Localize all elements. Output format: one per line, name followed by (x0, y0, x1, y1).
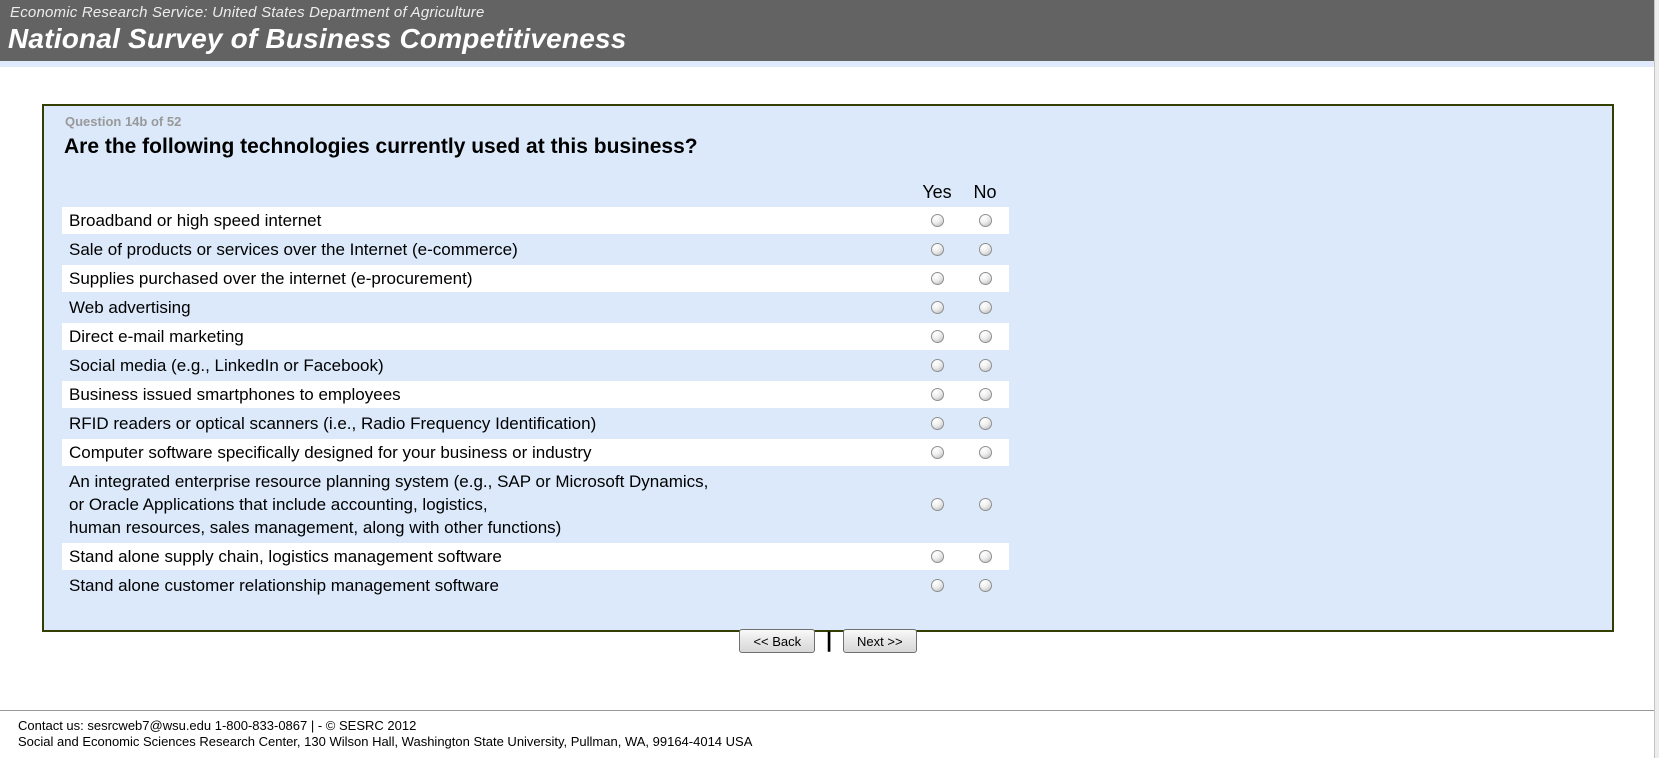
yes-radio[interactable] (930, 330, 944, 343)
no-radio[interactable] (978, 388, 992, 401)
row-label: Stand alone supply chain, logistics mana… (69, 547, 502, 566)
row-label: Supplies purchased over the internet (e-… (69, 269, 473, 288)
yes-radio-cell (913, 388, 961, 401)
table-row: An integrated enterprise resource planni… (62, 468, 1009, 541)
no-radio-cell (961, 243, 1009, 256)
agency-name: Economic Research Service: United States… (10, 4, 485, 21)
no-radio-cell (961, 498, 1009, 511)
yes-radio-cell (913, 550, 961, 563)
yes-radio[interactable] (930, 446, 944, 459)
table-row: Computer software specifically designed … (62, 439, 1009, 466)
no-radio-cell (961, 301, 1009, 314)
row-label: An integrated enterprise resource planni… (69, 472, 709, 537)
footer-contact-line: Contact us: sesrcweb7@wsu.edu 1-800-833-… (18, 718, 417, 733)
no-radio[interactable] (978, 214, 992, 227)
button-separator: | (826, 629, 833, 652)
yes-radio-cell (913, 214, 961, 227)
no-radio[interactable] (978, 359, 992, 372)
no-radio[interactable] (978, 330, 992, 343)
yes-radio-cell (913, 359, 961, 372)
no-column-header: No (973, 182, 997, 202)
question-panel: Question 14b of 52 Are the following tec… (42, 104, 1614, 653)
table-row: RFID readers or optical scanners (i.e., … (62, 410, 1009, 437)
no-radio-cell (961, 272, 1009, 285)
yes-radio[interactable] (930, 272, 944, 285)
no-radio[interactable] (978, 446, 992, 459)
table-row: Social media (e.g., LinkedIn or Facebook… (62, 352, 1009, 379)
no-radio[interactable] (978, 272, 992, 285)
no-radio[interactable] (978, 498, 992, 511)
row-label: Computer software specifically designed … (69, 443, 592, 462)
navigation-row: << Back | Next >> (62, 629, 1594, 653)
row-label: Sale of products or services over the In… (69, 240, 518, 259)
yes-radio[interactable] (930, 498, 944, 511)
row-label: Broadband or high speed internet (69, 211, 322, 230)
yes-radio-cell (913, 272, 961, 285)
row-label: Direct e-mail marketing (69, 327, 244, 346)
technology-table: Yes No Broadband or high speed internet S… (62, 177, 1009, 599)
no-radio-cell (961, 550, 1009, 563)
yes-radio-cell (913, 417, 961, 430)
table-row: Supplies purchased over the internet (e-… (62, 265, 1009, 292)
no-radio[interactable] (978, 579, 992, 592)
yes-radio[interactable] (930, 388, 944, 401)
yes-radio[interactable] (930, 550, 944, 563)
yes-column-header: Yes (922, 182, 952, 202)
yes-radio[interactable] (930, 359, 944, 372)
yes-radio-cell (913, 579, 961, 592)
no-radio-cell (961, 330, 1009, 343)
app-header: Economic Research Service: United States… (0, 0, 1659, 61)
back-button[interactable]: << Back (739, 629, 816, 653)
yes-radio[interactable] (930, 579, 944, 592)
yes-radio[interactable] (930, 417, 944, 430)
row-label: Business issued smartphones to employees (69, 385, 401, 404)
rows: Broadband or high speed internet Sale of … (62, 207, 1009, 599)
yes-radio[interactable] (930, 214, 944, 227)
table-row: Stand alone customer relationship manage… (62, 572, 1009, 599)
yes-radio-cell (913, 330, 961, 343)
no-radio-cell (961, 579, 1009, 592)
no-radio-cell (961, 359, 1009, 372)
question-title: Are the following technologies currently… (64, 135, 698, 158)
yes-radio-cell (913, 301, 961, 314)
no-radio-cell (961, 417, 1009, 430)
no-radio-cell (961, 446, 1009, 459)
table-row: Direct e-mail marketing (62, 323, 1009, 350)
no-radio[interactable] (978, 301, 992, 314)
table-row: Business issued smartphones to employees (62, 381, 1009, 408)
footer-address-line: Social and Economic Sciences Research Ce… (18, 734, 753, 749)
question-number: Question 14b of 52 (65, 114, 182, 129)
row-label: Social media (e.g., LinkedIn or Facebook… (69, 356, 384, 375)
no-radio-cell (961, 214, 1009, 227)
no-radio[interactable] (978, 243, 992, 256)
header-accent-strip (0, 61, 1659, 67)
row-label: Web advertising (69, 298, 191, 317)
row-label: RFID readers or optical scanners (i.e., … (69, 414, 597, 433)
no-radio[interactable] (978, 417, 992, 430)
yes-radio[interactable] (930, 301, 944, 314)
table-row: Sale of products or services over the In… (62, 236, 1009, 263)
yes-radio-cell (913, 446, 961, 459)
no-radio-cell (961, 388, 1009, 401)
window-right-edge (1654, 0, 1659, 758)
footer-divider (0, 710, 1659, 711)
survey-title: National Survey of Business Competitiven… (8, 23, 627, 54)
table-header-row: Yes No (62, 177, 1009, 203)
row-label: Stand alone customer relationship manage… (69, 576, 499, 595)
table-row: Broadband or high speed internet (62, 207, 1009, 234)
yes-radio-cell (913, 498, 961, 511)
table-row: Web advertising (62, 294, 1009, 321)
page-footer: Contact us: sesrcweb7@wsu.edu 1-800-833-… (0, 710, 1659, 750)
no-radio[interactable] (978, 550, 992, 563)
yes-radio-cell (913, 243, 961, 256)
next-button[interactable]: Next >> (843, 629, 917, 653)
table-row: Stand alone supply chain, logistics mana… (62, 543, 1009, 570)
yes-radio[interactable] (930, 243, 944, 256)
